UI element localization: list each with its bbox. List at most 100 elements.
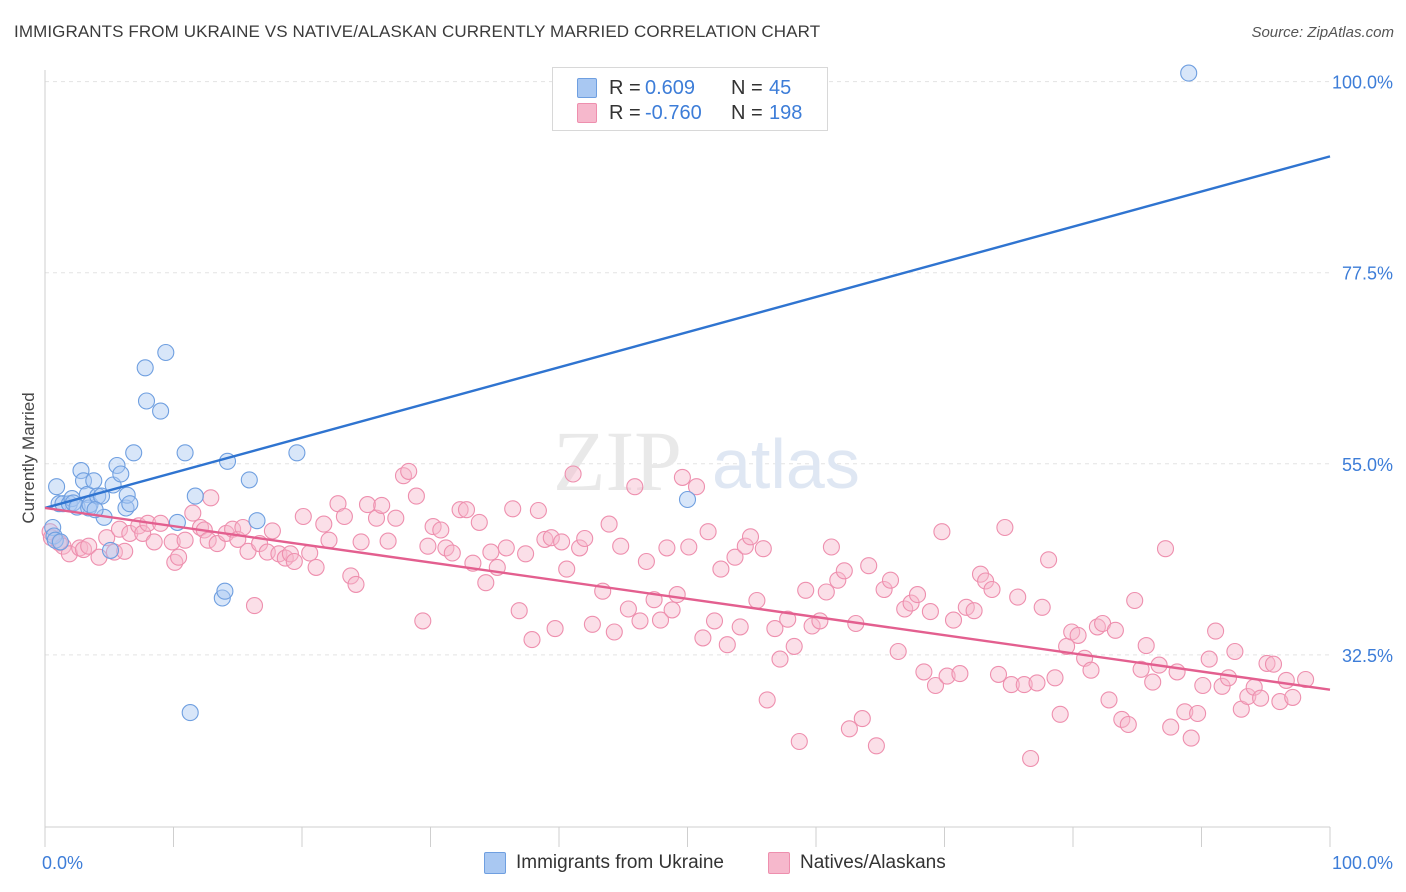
ukraine-point — [51, 533, 69, 551]
natives-point — [1194, 676, 1212, 695]
natives-point — [482, 543, 500, 561]
natives-point — [705, 612, 724, 630]
natives-point — [315, 515, 333, 533]
natives-point — [908, 586, 927, 604]
natives-point — [517, 545, 535, 563]
legend-swatch-natives — [577, 103, 597, 123]
natives-point — [881, 571, 900, 589]
natives-points — [41, 462, 1315, 768]
natives-point — [419, 537, 437, 555]
natives-point — [443, 544, 461, 562]
natives-point — [281, 545, 299, 563]
natives-point — [875, 580, 893, 599]
natives-point — [921, 603, 939, 621]
natives-point — [1200, 650, 1218, 668]
natives-point — [718, 636, 736, 654]
natives-point — [748, 591, 766, 610]
natives-point — [771, 650, 789, 668]
natives-point — [1156, 540, 1175, 558]
natives-point — [536, 530, 554, 548]
n-label: N = — [731, 76, 763, 99]
natives-point — [347, 575, 365, 593]
natives-point — [1009, 588, 1027, 606]
natives-point — [176, 531, 194, 549]
ukraine-point — [74, 472, 93, 490]
ukraine-point — [152, 402, 170, 420]
ukraine-point — [248, 512, 266, 530]
natives-point — [612, 537, 630, 555]
natives-point — [285, 552, 303, 571]
natives-point — [840, 720, 858, 738]
natives-point — [822, 538, 840, 556]
natives-point — [202, 489, 220, 507]
natives-point — [926, 676, 945, 695]
ukraine-point — [44, 518, 62, 537]
natives-point — [1219, 669, 1238, 687]
natives-point — [373, 496, 391, 514]
r-value: -0.760 — [645, 101, 702, 124]
ukraine-point — [181, 704, 199, 722]
natives-point — [387, 509, 405, 527]
natives-point — [1176, 703, 1194, 721]
natives-point — [944, 611, 963, 629]
natives-point — [1182, 729, 1200, 747]
natives-point — [779, 610, 797, 628]
r-label: R = — [609, 76, 641, 99]
natives-point — [576, 529, 594, 548]
y-tick-label: 77.5% — [1342, 264, 1393, 284]
watermark-zip: ZIP — [553, 413, 682, 509]
ukraine-point — [678, 490, 697, 509]
natives-point — [619, 600, 637, 618]
x-tick-label: 100.0% — [1332, 853, 1393, 873]
natives-point — [1082, 661, 1100, 679]
natives-point — [1252, 689, 1270, 707]
ukraine-point — [48, 478, 66, 496]
natives-point — [663, 601, 681, 619]
source-label: Source: ZipAtlas.com — [1251, 24, 1394, 41]
ukraine-points — [44, 64, 1198, 722]
natives-point — [335, 507, 353, 526]
natives-point — [712, 560, 730, 578]
natives-point — [80, 537, 98, 555]
ukraine-point — [121, 495, 139, 513]
natives-point — [726, 548, 744, 566]
natives-point — [184, 504, 202, 522]
natives-point — [1271, 693, 1289, 711]
natives-point — [1213, 677, 1231, 695]
natives-point — [694, 629, 712, 647]
ukraine-point — [157, 343, 175, 362]
natives-point — [116, 542, 134, 560]
natives-point — [699, 523, 717, 541]
natives-point — [457, 501, 476, 519]
legend-row-ukraine: R = 0.609 N = 45 — [577, 76, 791, 100]
natives-point — [1051, 705, 1069, 723]
y-axis-label: Currently Married — [19, 392, 38, 523]
ukraine-point — [108, 456, 126, 475]
natives-point — [510, 602, 528, 620]
natives-point — [558, 560, 576, 578]
legend-row-natives: R = -0.760 N = 198 — [577, 101, 802, 125]
natives-point — [977, 572, 995, 590]
natives-point — [145, 533, 163, 551]
natives-point — [307, 558, 325, 576]
natives-point — [1126, 591, 1144, 610]
natives-point — [320, 531, 338, 549]
natives-point — [342, 567, 360, 585]
natives-point — [658, 539, 676, 557]
natives-point — [546, 620, 564, 638]
natives-point — [938, 667, 956, 685]
natives-point — [811, 612, 829, 630]
natives-point — [889, 642, 907, 661]
correlation-legend: R = 0.609 N = 45 R = -0.760 N = 198 — [552, 67, 828, 131]
natives-point — [504, 500, 522, 518]
natives-point — [915, 663, 933, 681]
natives-point — [1046, 669, 1064, 687]
natives-point — [583, 615, 601, 633]
natives-point — [785, 637, 803, 655]
natives-point — [294, 507, 312, 526]
legend-label-ukraine: Immigrants from Ukraine — [516, 852, 724, 873]
n-value: 45 — [769, 76, 792, 99]
natives-point — [797, 581, 815, 599]
legend-swatch-ukraine — [577, 78, 597, 98]
natives-point — [432, 521, 450, 539]
